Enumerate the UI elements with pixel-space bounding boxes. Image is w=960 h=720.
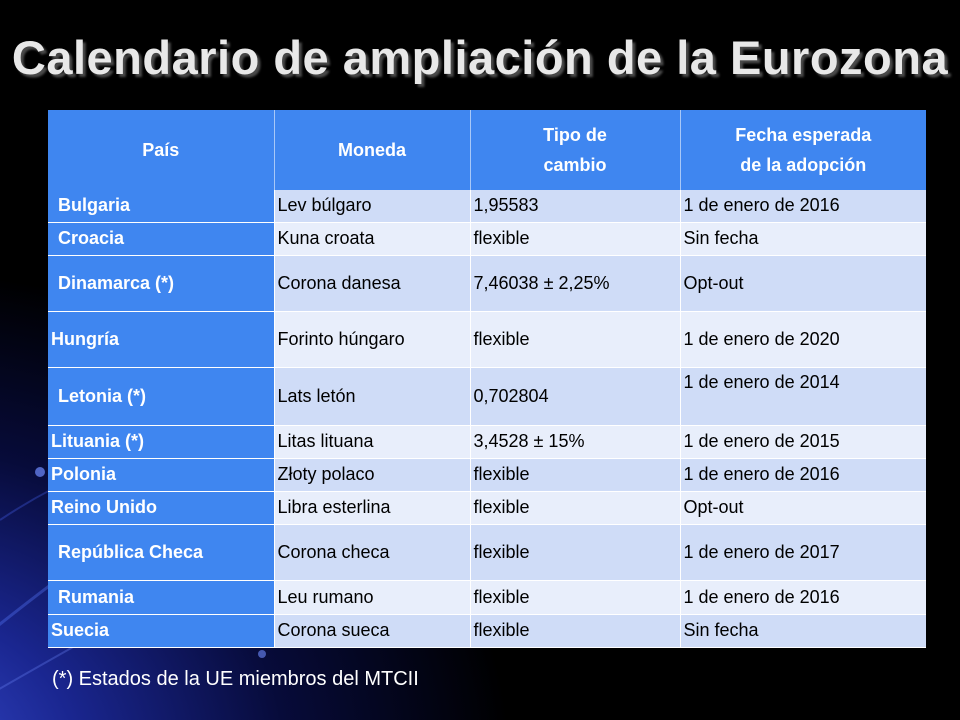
country-cell: Suecia	[48, 614, 274, 648]
country-cell: Polonia	[48, 458, 274, 492]
currency-cell: Leu rumano	[273, 580, 470, 615]
table-row: Hungría Forinto húngaro flexible 1 de en…	[48, 311, 926, 368]
rate-cell: 1,95583	[469, 190, 680, 223]
rate-cell: flexible	[469, 580, 680, 615]
currency-cell: Litas lituana	[273, 425, 470, 459]
rate-cell: flexible	[469, 458, 680, 492]
table-row: Lituania (*) Litas lituana 3,4528 ± 15% …	[48, 425, 926, 459]
rate-cell: 7,46038 ± 2,25%	[469, 255, 680, 312]
date-cell: Sin fecha	[679, 614, 926, 648]
header-date: Fecha esperada de la adopción	[680, 110, 926, 190]
currency-cell: Złoty polaco	[273, 458, 470, 492]
header-rate-line1: Tipo de	[543, 125, 607, 145]
rate-cell: 0,702804	[469, 367, 680, 426]
date-cell: 1 de enero de 2020	[679, 311, 926, 368]
currency-cell: Corona sueca	[273, 614, 470, 648]
currency-cell: Lats letón	[273, 367, 470, 426]
table-header-row: País Moneda Tipo de cambio Fecha esperad…	[48, 110, 926, 190]
currency-cell: Libra esterlina	[273, 491, 470, 525]
table-row: Bulgaria Lev búlgaro 1,95583 1 de enero …	[48, 190, 926, 223]
rate-cell: 3,4528 ± 15%	[469, 425, 680, 459]
slide-title: Calendario de ampliación de la Eurozona	[11, 31, 949, 84]
header-rate-line2: cambio	[543, 155, 607, 175]
date-cell: 1 de enero de 2015	[679, 425, 926, 459]
eurozone-table: País Moneda Tipo de cambio Fecha esperad…	[48, 110, 926, 648]
header-date-line1: Fecha esperada	[735, 125, 872, 145]
footnote: (*) Estados de la UE miembros del MTCII	[52, 668, 419, 690]
rate-cell: flexible	[469, 222, 680, 256]
currency-cell: Corona checa	[273, 524, 470, 581]
table-row: Reino Unido Libra esterlina flexible Opt…	[48, 491, 926, 525]
table-row: Croacia Kuna croata flexible Sin fecha	[48, 222, 926, 256]
rate-cell: flexible	[469, 524, 680, 581]
currency-cell: Forinto húngaro	[273, 311, 470, 368]
currency-cell: Lev búlgaro	[273, 190, 470, 223]
date-cell: 1 de enero de 2016	[679, 458, 926, 492]
header-rate: Tipo de cambio	[470, 110, 681, 190]
table-row: Dinamarca (*) Corona danesa 7,46038 ± 2,…	[48, 255, 926, 312]
currency-cell: Corona danesa	[273, 255, 470, 312]
country-cell: Croacia	[48, 222, 274, 256]
country-cell: Reino Unido	[48, 491, 274, 525]
header-country: País	[48, 110, 275, 190]
country-cell: República Checa	[48, 524, 274, 581]
date-cell: 1 de enero de 2017	[679, 524, 926, 581]
rate-cell: flexible	[469, 614, 680, 648]
date-cell: 1 de enero de 2014	[679, 367, 926, 426]
country-cell: Lituania (*)	[48, 425, 274, 459]
date-cell: 1 de enero de 2016	[679, 580, 926, 615]
currency-cell: Kuna croata	[273, 222, 470, 256]
date-cell: Opt-out	[679, 491, 926, 525]
header-currency: Moneda	[274, 110, 471, 190]
date-cell: Opt-out	[679, 255, 926, 312]
country-cell: Letonia (*)	[48, 367, 274, 426]
header-date-line2: de la adopción	[740, 155, 867, 175]
table-row: República Checa Corona checa flexible 1 …	[48, 524, 926, 581]
rate-cell: flexible	[469, 311, 680, 368]
rate-cell: flexible	[469, 491, 680, 525]
country-cell: Bulgaria	[48, 190, 274, 223]
table-row: Polonia Złoty polaco flexible 1 de enero…	[48, 458, 926, 492]
country-cell: Hungría	[48, 311, 274, 368]
country-cell: Dinamarca (*)	[48, 255, 274, 312]
table-row: Letonia (*) Lats letón 0,702804 1 de ene…	[48, 367, 926, 426]
table-row: Rumania Leu rumano flexible 1 de enero d…	[48, 580, 926, 615]
table-row: Suecia Corona sueca flexible Sin fecha	[48, 614, 926, 648]
country-cell: Rumania	[48, 580, 274, 615]
date-cell: 1 de enero de 2016	[679, 190, 926, 223]
date-cell: Sin fecha	[679, 222, 926, 256]
